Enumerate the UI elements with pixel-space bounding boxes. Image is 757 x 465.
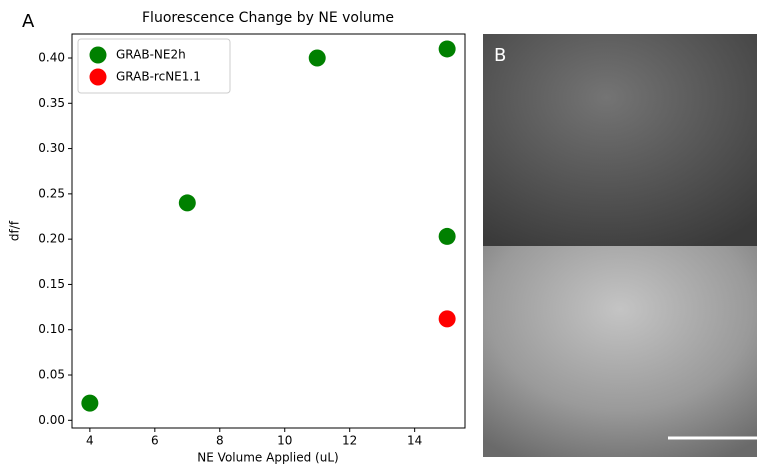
data-point [81, 394, 99, 412]
micrograph-after [483, 246, 757, 457]
legend-marker [89, 46, 107, 64]
x-tick-label: 8 [216, 434, 224, 448]
y-tick-label: 0.30 [38, 141, 65, 155]
y-tick-label: 0.20 [38, 232, 65, 246]
x-tick-label: 14 [407, 434, 422, 448]
legend-label: GRAB-NE2h [116, 48, 186, 62]
y-tick-label: 0.35 [38, 96, 65, 110]
data-point [308, 49, 326, 67]
y-tick-label: 0.15 [38, 277, 65, 291]
panel-label: B [494, 45, 506, 66]
legend-box [77, 38, 231, 94]
y-tick-label: 0.00 [38, 413, 65, 427]
chart-title: Fluorescence Change by NE volume [142, 10, 394, 26]
y-tick-label: 0.25 [38, 186, 65, 200]
y-tick-label: 0.05 [38, 368, 65, 382]
x-axis-label: NE Volume Applied (uL) [197, 451, 338, 465]
y-tick-label: 0.40 [38, 51, 65, 65]
x-tick-label: 6 [151, 434, 159, 448]
legend-label: GRAB-rcNE1.1 [116, 70, 201, 84]
x-tick-label: 10 [277, 434, 292, 448]
data-point [438, 40, 456, 58]
data-point [438, 227, 456, 245]
data-point [178, 194, 196, 212]
legend-marker [89, 68, 107, 86]
y-tick-label: 0.10 [38, 322, 65, 336]
y-axis-label: df/f [8, 220, 22, 241]
x-tick-label: 12 [342, 434, 357, 448]
panel-label: A [22, 11, 35, 32]
micrograph-before [483, 34, 757, 246]
x-tick-label: 4 [86, 434, 94, 448]
data-point [438, 310, 456, 328]
plot-frame [71, 33, 466, 429]
